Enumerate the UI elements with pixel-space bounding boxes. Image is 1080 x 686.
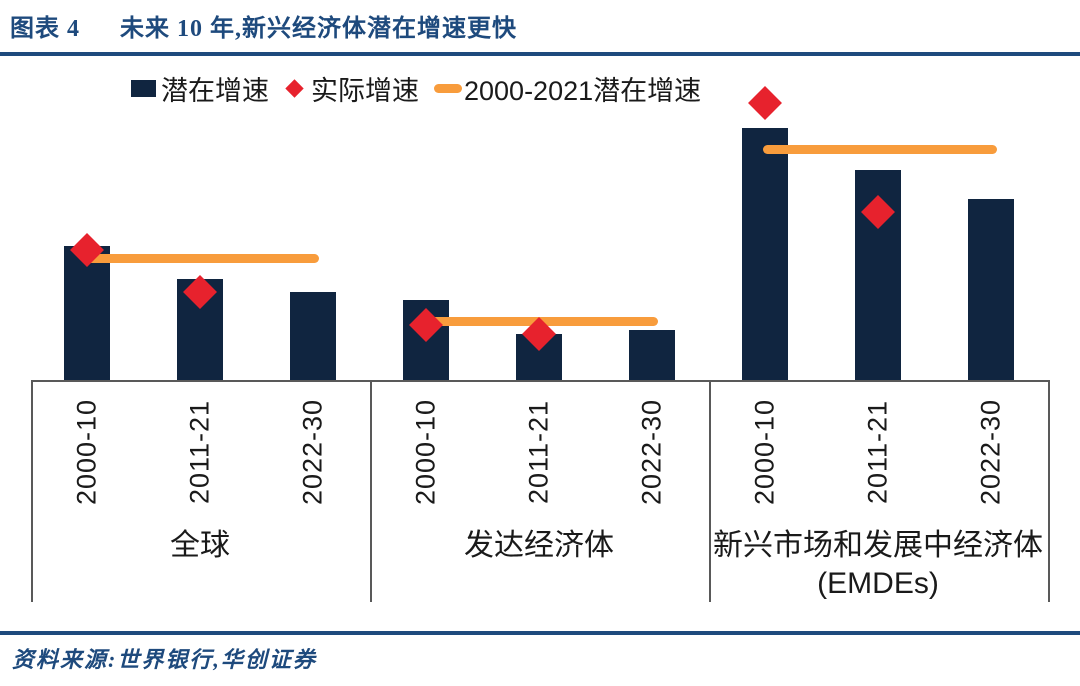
chart-legend: 潜在增速 实际增速 2000-2021潜在增速 <box>131 70 701 106</box>
source-note: 资料来源:世界银行,华创证券 <box>12 647 317 672</box>
category-tick-label: 2022-30 <box>636 398 667 506</box>
category-tick-label: 2000-10 <box>410 398 441 506</box>
potential-growth-bar <box>968 199 1014 380</box>
legend-bar-label: 潜在增速 <box>161 75 269 106</box>
potential-growth-bar <box>64 245 110 380</box>
figure-title-text: 未来 10 年,新兴经济体潜在增速更快 <box>120 16 517 42</box>
group-divider-line <box>708 380 711 602</box>
figure-title: 图表 4 未来 10 年,新兴经济体潜在增速更快 <box>10 8 517 43</box>
axis-line <box>31 380 1048 382</box>
category-tick-label: 2011-21 <box>862 399 893 505</box>
category-tick-label: 2011-21 <box>523 399 554 505</box>
potential-growth-bar <box>290 291 336 380</box>
potential-2000-2021-line <box>85 253 319 263</box>
group-label: 新兴市场和发展中经济体 (EMDEs) <box>713 529 1043 600</box>
footer-divider <box>0 631 1080 635</box>
group-divider-line <box>1047 380 1050 602</box>
category-tick-label: 2022-30 <box>975 398 1006 506</box>
potential-2000-2021-line <box>763 144 997 154</box>
legend-line-marker-icon <box>434 83 462 93</box>
figure-tag: 图表 4 <box>10 16 80 42</box>
category-tick-label: 2022-30 <box>297 398 328 506</box>
category-tick-label: 2000-10 <box>71 398 102 506</box>
legend-bar-marker-icon <box>131 79 156 97</box>
legend-diamond-label: 实际增速 <box>311 75 419 106</box>
potential-growth-bar <box>742 128 788 380</box>
title-divider <box>0 52 1080 56</box>
legend-line-label: 2000-2021潜在增速 <box>464 75 702 106</box>
group-label: 发达经济体 <box>464 529 614 562</box>
group-label: 全球 <box>170 529 230 562</box>
group-divider-line <box>31 380 33 602</box>
group-divider-line <box>369 380 372 602</box>
category-tick-label: 2011-21 <box>184 399 215 505</box>
potential-growth-bar <box>629 329 675 380</box>
category-tick-label: 2000-10 <box>749 398 780 506</box>
actual-growth-diamond <box>748 85 782 120</box>
